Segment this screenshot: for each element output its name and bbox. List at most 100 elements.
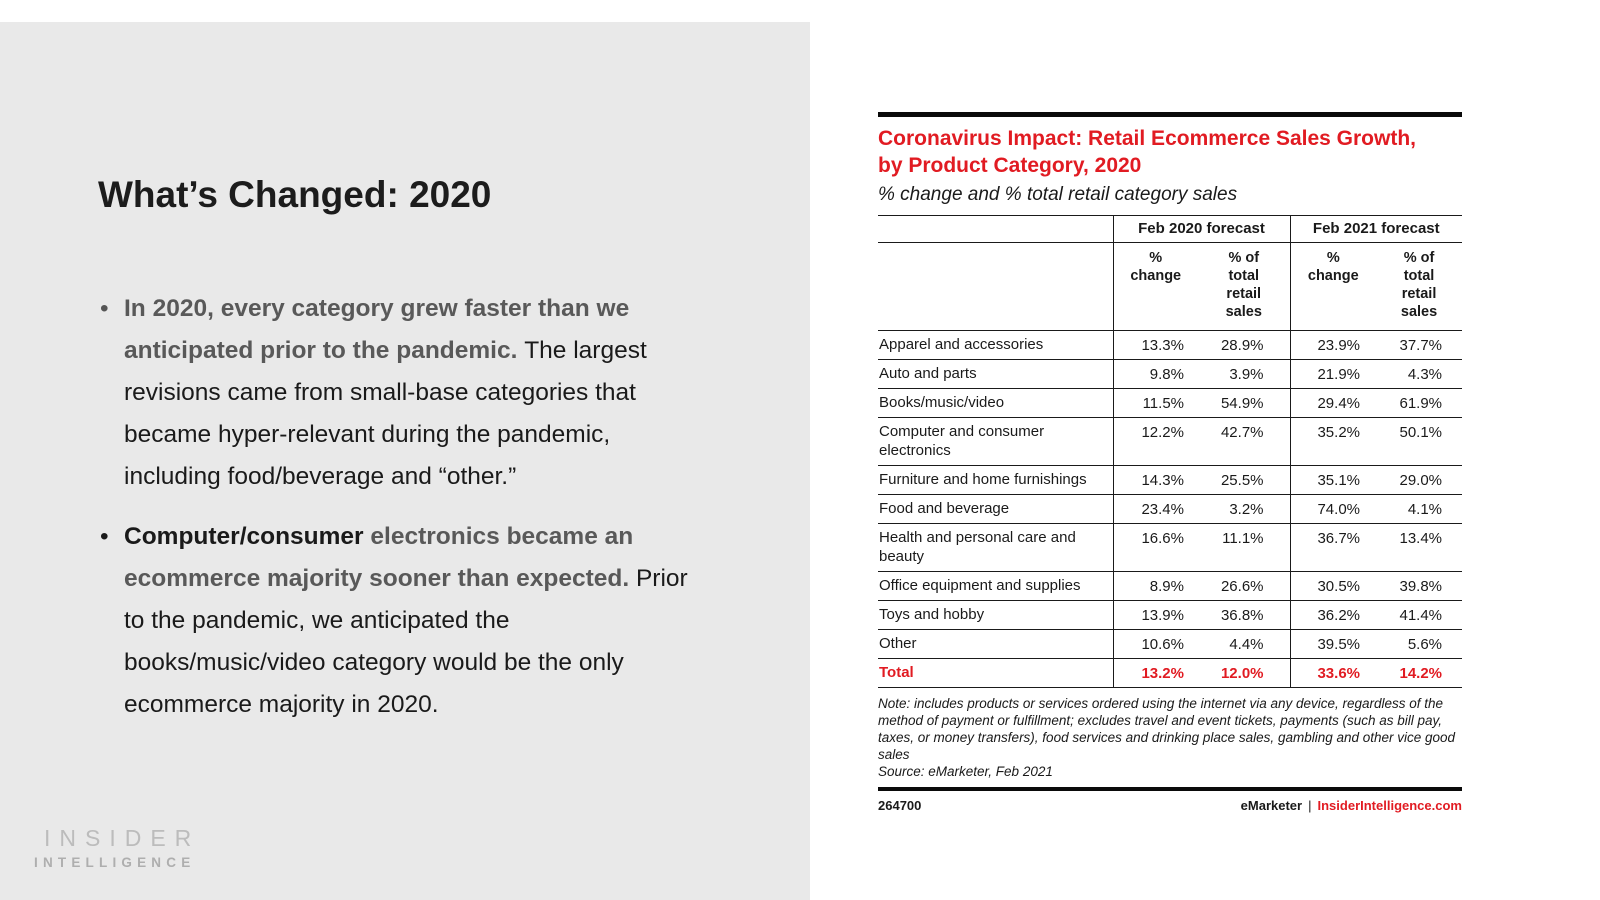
brand-emarketer: eMarketer xyxy=(1240,798,1303,813)
chart-footer: 264700 eMarketer | InsiderIntelligence.com xyxy=(878,798,1462,813)
value-cell: 30.5% xyxy=(1289,571,1377,601)
value-cell: 35.1% xyxy=(1289,465,1377,495)
value-cell: 4.1% xyxy=(1376,494,1463,524)
value-cell: 29.0% xyxy=(1376,465,1463,495)
value-cell: 23.9% xyxy=(1289,330,1377,360)
value-cell: 74.0% xyxy=(1289,494,1377,524)
table-row: Apparel and accessories 13.3% 28.9% 23.9% 37… xyxy=(878,330,1463,360)
table-row: Food and beverage 23.4% 3.2% 74.0% 4.1% xyxy=(878,494,1463,524)
forecast-table: Feb 2020 forecast Feb 2021 forecast% chan… xyxy=(878,215,1463,688)
value-cell: 23.4% xyxy=(1112,494,1198,524)
category-cell: Furniture and home furnishings xyxy=(878,465,1113,495)
category-cell: Books/music/video xyxy=(878,388,1113,418)
column-header: % change xyxy=(1289,242,1377,331)
value-cell: 29.4% xyxy=(1289,388,1377,418)
value-cell: 13.3% xyxy=(1112,330,1198,360)
table-row: Auto and parts 9.8% 3.9% 21.9% 4.3% xyxy=(878,359,1463,389)
value-cell: 61.9% xyxy=(1376,388,1463,418)
category-cell: Apparel and accessories xyxy=(878,330,1113,360)
column-header: % of total retail sales xyxy=(1376,242,1463,331)
table-corner-cell xyxy=(878,215,1113,243)
value-cell: 21.9% xyxy=(1289,359,1377,389)
total-row: Total 13.2% 12.0% 33.6% 14.2% xyxy=(878,658,1463,688)
value-cell: 12.0% xyxy=(1198,658,1291,688)
value-cell: 3.9% xyxy=(1198,359,1291,389)
value-cell: 13.4% xyxy=(1376,523,1463,572)
value-cell: 5.6% xyxy=(1376,629,1463,659)
value-cell: 10.6% xyxy=(1112,629,1198,659)
bullet-text-segment: The largest revisions came from small-ba… xyxy=(124,337,647,490)
table-row: Other 10.6% 4.4% 39.5% 5.6% xyxy=(878,629,1463,659)
insider-intelligence-logo: INSIDER INTELLIGENCE xyxy=(34,825,200,870)
brand-separator: | xyxy=(1308,798,1312,813)
table-corner-cell xyxy=(878,242,1113,331)
value-cell: 11.5% xyxy=(1112,388,1198,418)
table-group-header-row: Feb 2020 forecast Feb 2021 forecast xyxy=(878,215,1463,243)
value-cell: 13.9% xyxy=(1112,600,1198,630)
value-cell: 41.4% xyxy=(1376,600,1463,630)
value-cell: 37.7% xyxy=(1376,330,1463,360)
value-cell: 36.8% xyxy=(1198,600,1291,630)
value-cell: 13.2% xyxy=(1112,658,1198,688)
category-cell: Toys and hobby xyxy=(878,600,1113,630)
brand-site-link[interactable]: InsiderIntelligence.com xyxy=(1317,798,1463,813)
chart-panel: Coronavirus Impact: Retail Ecommerce Sal… xyxy=(810,22,1600,900)
table-subheader-row: % change% of total retail sales% change%… xyxy=(878,242,1463,331)
chart-id: 264700 xyxy=(878,798,922,813)
value-cell: 39.5% xyxy=(1289,629,1377,659)
table-row: Computer and consumer electronics 12.2% 42… xyxy=(878,417,1463,466)
table-row: Furniture and home furnishings 14.3% 25.5%… xyxy=(878,465,1463,495)
value-cell: 36.7% xyxy=(1289,523,1377,572)
category-cell: Total xyxy=(878,658,1113,688)
table-row: Health and personal care and beauty 16.6%… xyxy=(878,523,1463,572)
bullet-text-segment: electronics became an ecommerce majority… xyxy=(124,523,636,592)
bullet-text-segment: Prior to the pandemic, we anticipated th… xyxy=(124,565,688,718)
column-group-header: Feb 2020 forecast xyxy=(1112,215,1291,243)
logo-line-intelligence: INTELLIGENCE xyxy=(34,855,196,870)
value-cell: 35.2% xyxy=(1289,417,1377,466)
chart-bottom-rule xyxy=(878,787,1462,791)
emarketer-chart-card: Coronavirus Impact: Retail Ecommerce Sal… xyxy=(878,112,1463,813)
table-row: Books/music/video 11.5% 54.9% 29.4% 61.9% xyxy=(878,388,1463,418)
bullet-item: In 2020, every category grew faster than… xyxy=(98,288,690,498)
table-row: Toys and hobby 13.9% 36.8% 36.2% 41.4% xyxy=(878,600,1463,630)
bullet-list: In 2020, every category grew faster than… xyxy=(98,288,690,726)
value-cell: 50.1% xyxy=(1376,417,1463,466)
column-group-header: Feb 2021 forecast xyxy=(1289,215,1463,243)
value-cell: 4.3% xyxy=(1376,359,1463,389)
value-cell: 4.4% xyxy=(1198,629,1291,659)
category-cell: Auto and parts xyxy=(878,359,1113,389)
category-cell: Office equipment and supplies xyxy=(878,571,1113,601)
category-cell: Other xyxy=(878,629,1113,659)
value-cell: 11.1% xyxy=(1198,523,1291,572)
left-text-panel: What’s Changed: 2020 In 2020, every cate… xyxy=(0,22,810,900)
category-cell: Health and personal care and beauty xyxy=(878,523,1113,572)
bullet-text-segment: Computer/consumer xyxy=(124,523,371,550)
bullet-item: Computer/consumer electronics became an … xyxy=(98,516,690,726)
chart-title: Coronavirus Impact: Retail Ecommerce Sal… xyxy=(878,127,1417,177)
chart-note: Note: includes products or services orde… xyxy=(878,696,1456,762)
page-title: What’s Changed: 2020 xyxy=(98,174,492,215)
value-cell: 12.2% xyxy=(1112,417,1198,466)
value-cell: 33.6% xyxy=(1289,658,1377,688)
column-header: % change xyxy=(1112,242,1198,331)
value-cell: 14.3% xyxy=(1112,465,1198,495)
table-row: Office equipment and supplies 8.9% 26.6% 30… xyxy=(878,571,1463,601)
category-cell: Computer and consumer electronics xyxy=(878,417,1113,466)
bullet-text-segment: In 2020, every category grew faster than… xyxy=(124,295,630,364)
chart-source: Source: eMarketer, Feb 2021 xyxy=(878,764,1053,779)
value-cell: 16.6% xyxy=(1112,523,1198,572)
value-cell: 26.6% xyxy=(1198,571,1291,601)
value-cell: 8.9% xyxy=(1112,571,1198,601)
column-header: % of total retail sales xyxy=(1198,242,1291,331)
logo-line-insider: INSIDER xyxy=(44,825,201,851)
category-cell: Food and beverage xyxy=(878,494,1113,524)
value-cell: 36.2% xyxy=(1289,600,1377,630)
value-cell: 9.8% xyxy=(1112,359,1198,389)
value-cell: 42.7% xyxy=(1198,417,1291,466)
value-cell: 54.9% xyxy=(1198,388,1291,418)
chart-top-rule xyxy=(878,112,1462,117)
chart-subtitle: % change and % total retail category sal… xyxy=(878,184,1238,205)
brand-line: eMarketer | InsiderIntelligence.com xyxy=(1241,798,1462,813)
